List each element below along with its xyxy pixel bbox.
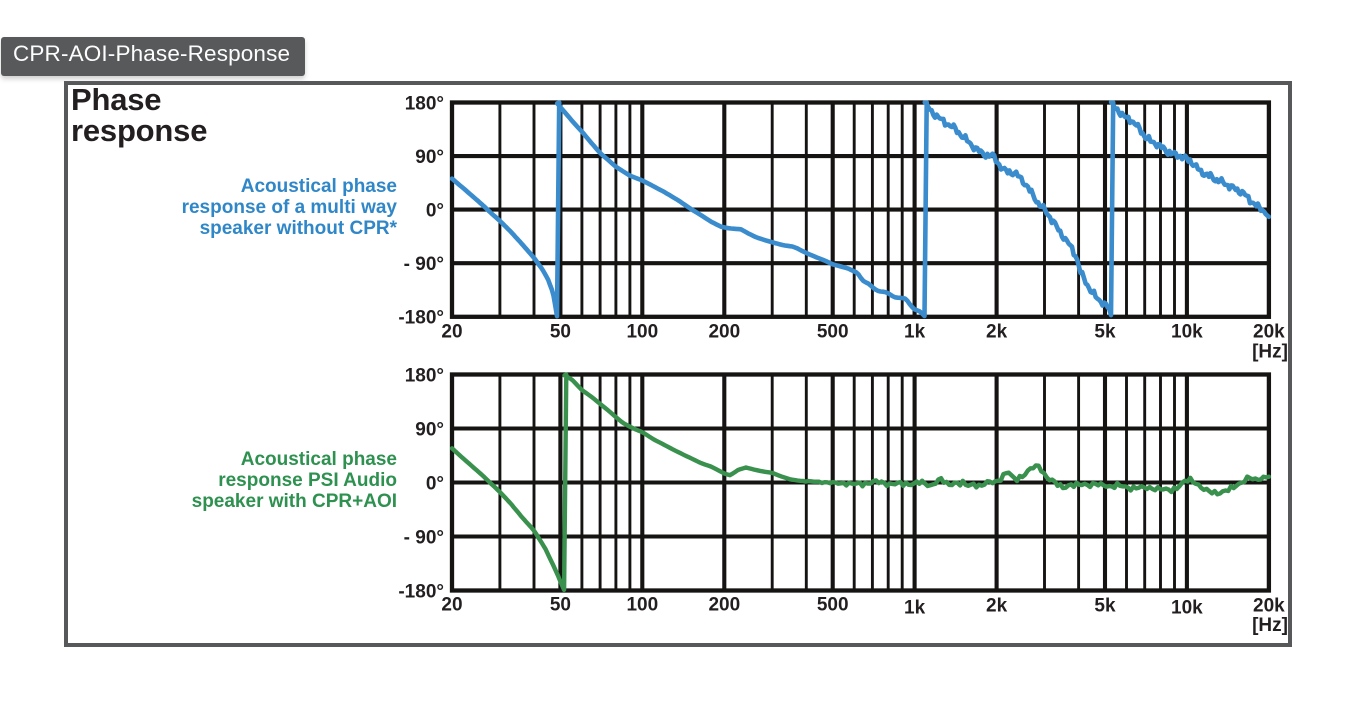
svg-text:20: 20 bbox=[441, 595, 462, 616]
svg-text:0°: 0° bbox=[426, 200, 444, 221]
svg-text:2k: 2k bbox=[986, 596, 1008, 617]
svg-text:- 90°: - 90° bbox=[404, 527, 444, 548]
svg-text:1k: 1k bbox=[904, 322, 926, 343]
svg-text:500: 500 bbox=[817, 595, 849, 616]
svg-text:10k: 10k bbox=[1171, 322, 1203, 343]
svg-text:[Hz]: [Hz] bbox=[1252, 615, 1288, 636]
svg-text:- 90°: - 90° bbox=[404, 254, 444, 275]
svg-text:100: 100 bbox=[626, 322, 658, 343]
svg-text:1k: 1k bbox=[904, 598, 926, 619]
svg-text:[Hz]: [Hz] bbox=[1252, 342, 1288, 363]
svg-text:500: 500 bbox=[817, 322, 849, 343]
svg-text:-180°: -180° bbox=[398, 581, 444, 602]
svg-text:200: 200 bbox=[708, 322, 740, 343]
svg-text:50: 50 bbox=[550, 322, 571, 343]
svg-text:100: 100 bbox=[626, 595, 658, 616]
svg-text:180°: 180° bbox=[405, 365, 444, 386]
svg-text:180°: 180° bbox=[405, 93, 444, 114]
svg-text:90°: 90° bbox=[415, 419, 444, 440]
svg-text:90°: 90° bbox=[415, 147, 444, 168]
svg-text:50: 50 bbox=[550, 595, 571, 616]
svg-text:20: 20 bbox=[441, 322, 462, 343]
svg-text:0°: 0° bbox=[426, 473, 444, 494]
svg-text:20k: 20k bbox=[1253, 322, 1285, 343]
svg-text:200: 200 bbox=[708, 595, 740, 616]
svg-text:2k: 2k bbox=[986, 322, 1008, 343]
svg-text:5k: 5k bbox=[1094, 322, 1116, 343]
svg-text:5k: 5k bbox=[1094, 596, 1116, 617]
svg-text:-180°: -180° bbox=[398, 308, 444, 329]
svg-text:10k: 10k bbox=[1171, 598, 1203, 619]
svg-text:20k: 20k bbox=[1253, 596, 1285, 617]
